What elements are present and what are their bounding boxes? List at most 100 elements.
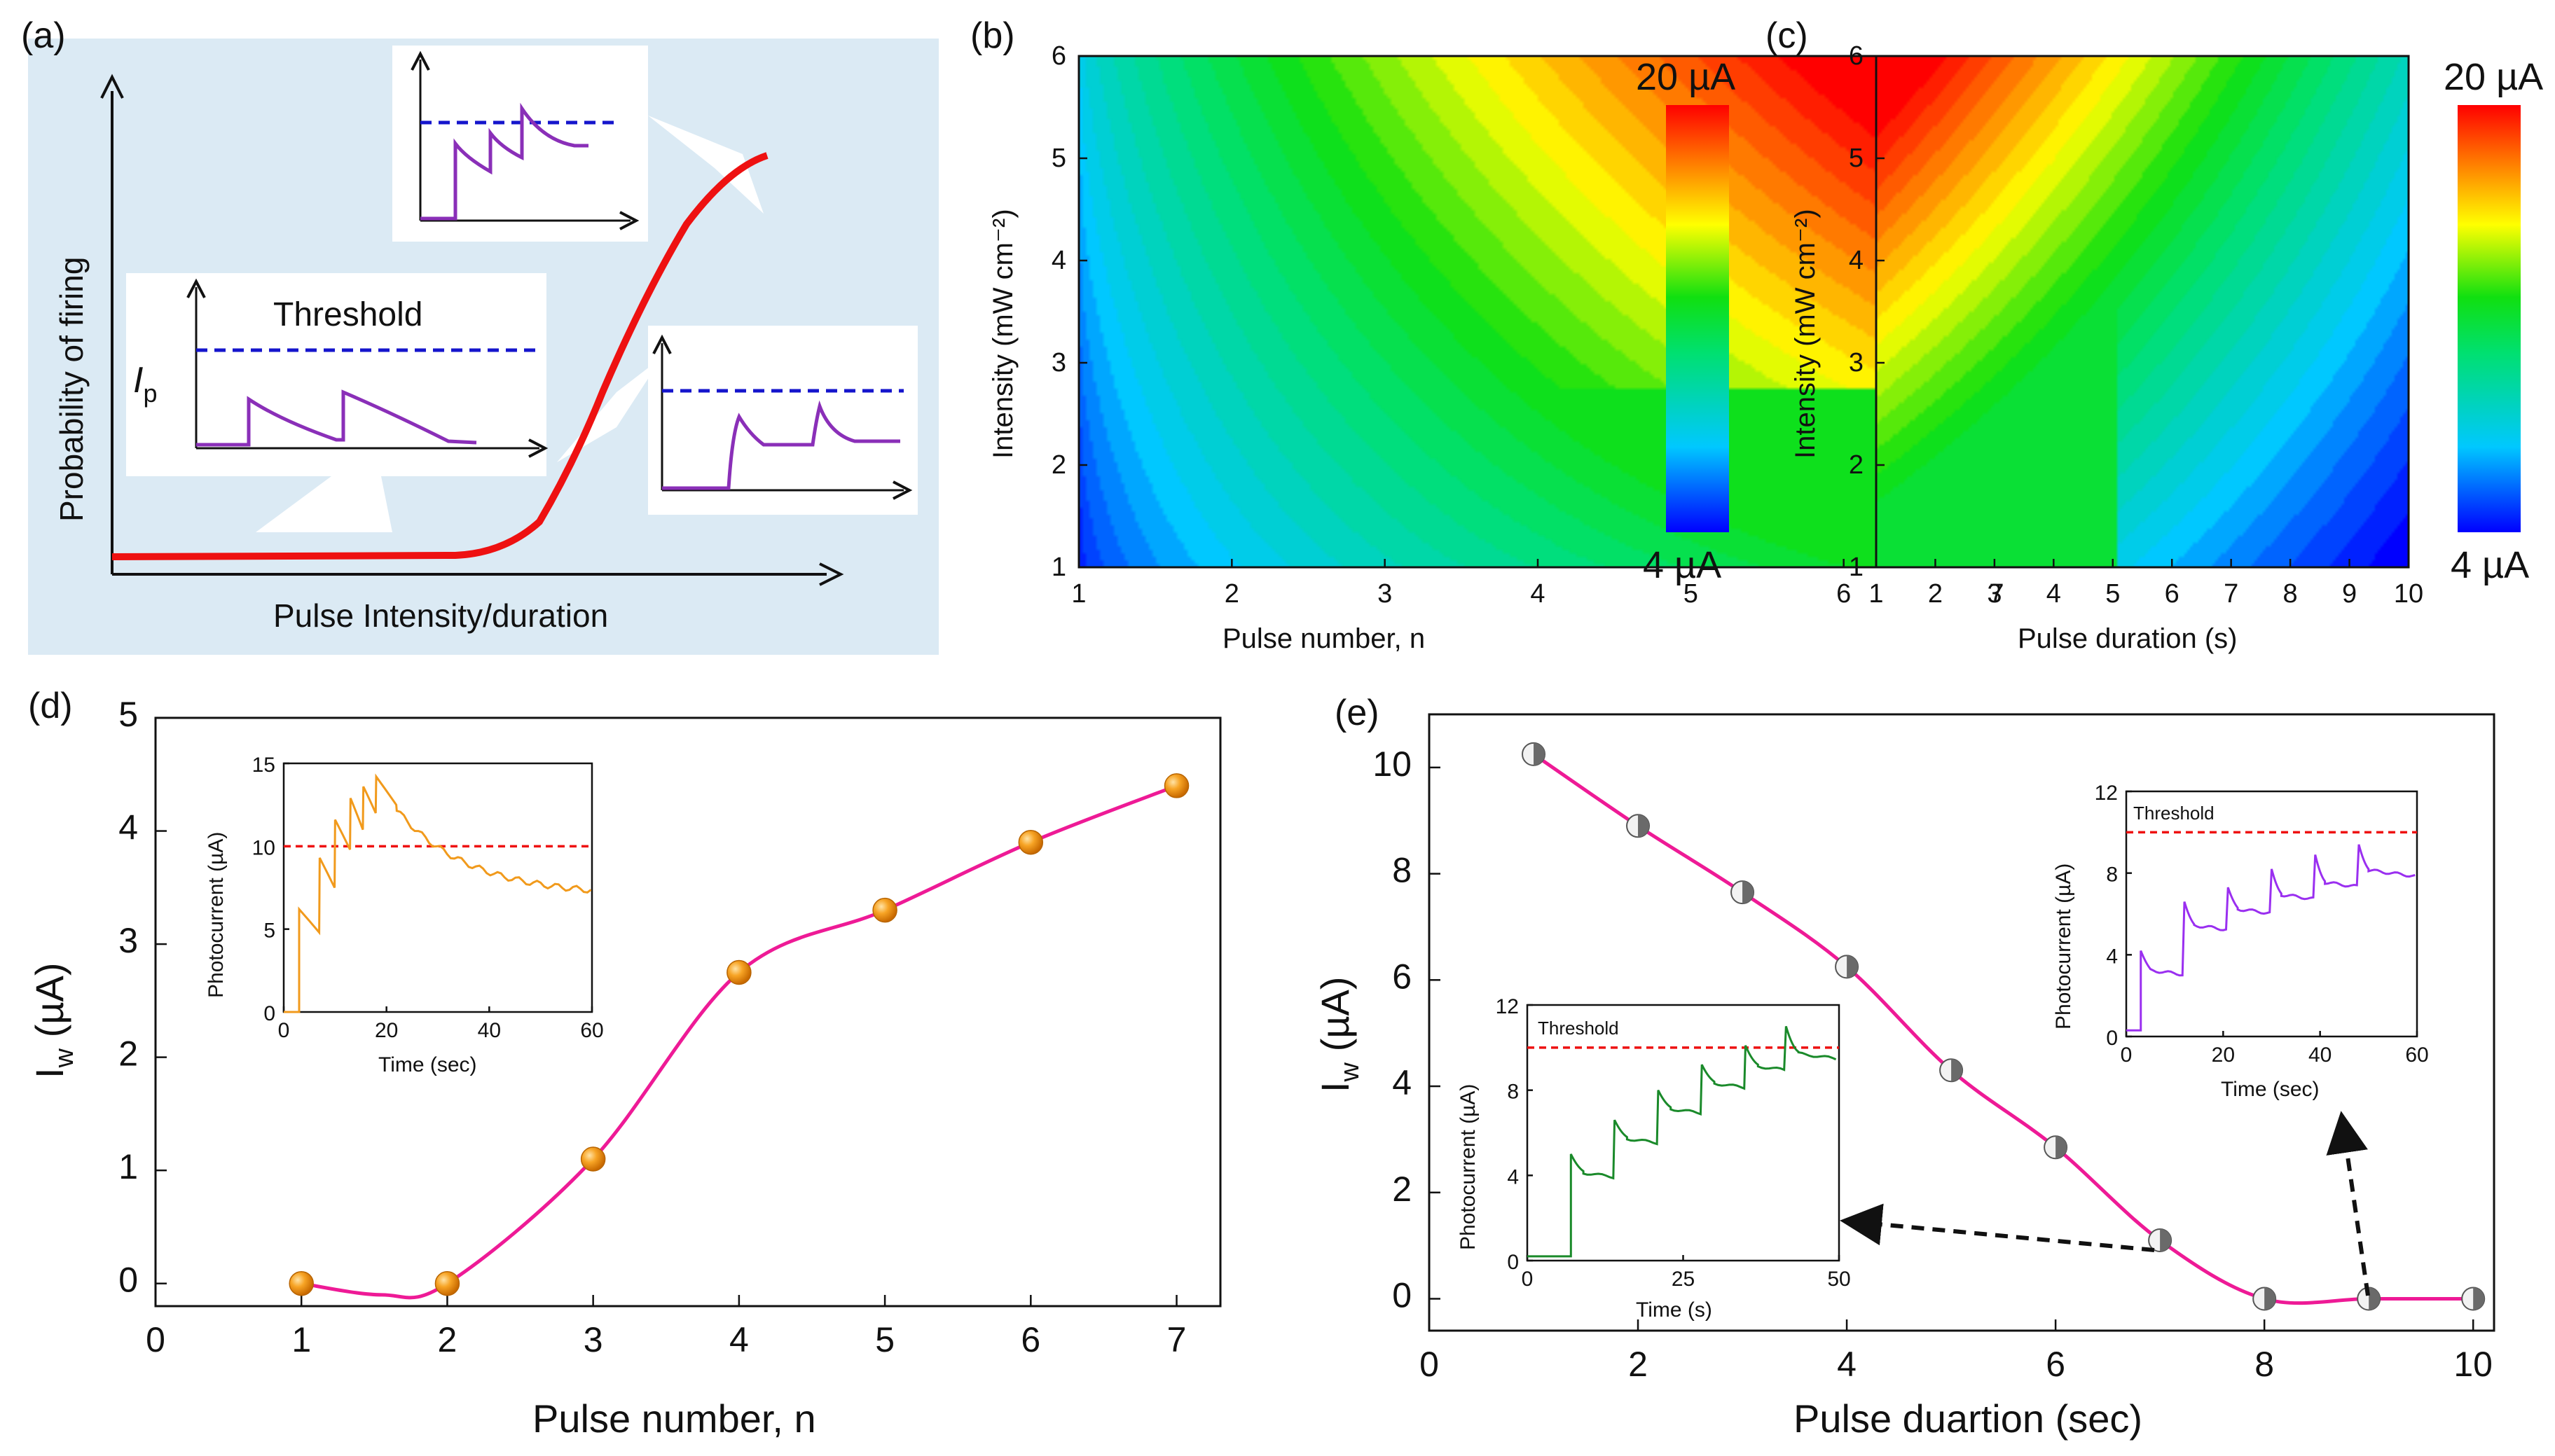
panel-c-xtick-label: 2 [1928, 579, 1943, 609]
panel-e-ytick-label: 6 [1392, 957, 1412, 996]
panel-e-inset-right-ytick-label: 4 [2106, 945, 2118, 968]
panel-c-x-label: Pulse duration (s) [2018, 623, 2237, 654]
panel-b-ytick-label: 6 [1052, 41, 1066, 71]
panel-e-inset-right-xtick-label: 20 [2212, 1044, 2235, 1067]
panel-e-inset-left-xtick-label: 0 [1522, 1268, 1534, 1291]
panel-a-y-arrow-icon [100, 74, 124, 99]
panel-e-ytick-label: 2 [1392, 1170, 1412, 1209]
panel-c-xtick-label: 5 [2105, 579, 2120, 609]
panel-e-data-point [1522, 742, 1546, 766]
panel-e-inset-right-xtick-label: 0 [2121, 1044, 2133, 1067]
dashed-arrow-up [2326, 1111, 2370, 1296]
panel-e-inset-right-y-label: Photocurrent (µA) [2052, 864, 2075, 1029]
panel-e-data-point [1835, 955, 1859, 979]
inset-firing-right [648, 326, 918, 515]
panel-e-inset-left-ytick-label: 0 [1507, 1251, 1519, 1274]
panel-e-ytick-label: 4 [1392, 1063, 1412, 1102]
panel-d-ytick-label: 0 [118, 1261, 138, 1300]
panel-d-x-label: Pulse number, n [532, 1396, 816, 1441]
panel-e-data-point [2044, 1135, 2068, 1160]
callout-wedge-top [648, 116, 764, 214]
panel-e-inset-right-xtick-label: 60 [2405, 1044, 2428, 1067]
panel-c-ytick-label: 6 [1849, 41, 1864, 71]
panel-e-fit-curve [1532, 752, 2474, 1305]
panel-e-inset-right-trace [2126, 844, 2416, 1032]
panel-d-data-point [726, 959, 752, 985]
panel-e-inset-right-frame [2125, 790, 2418, 1038]
colorbar-b-min: 4 µA [1643, 544, 1721, 586]
heatmap-b-image [1079, 56, 1997, 567]
panel-d-inset-ytick-label: 15 [252, 754, 275, 777]
panel-d-inset-xtick-label: 20 [375, 1019, 398, 1042]
panel-b-xtick-label: 5 [1683, 579, 1698, 609]
panel-e-inset-right-label: Threshold [2133, 803, 2215, 824]
panel-d-inset-ytick-label: 10 [252, 836, 275, 859]
panel-e-inset-left-label: Threshold [1538, 1018, 1619, 1039]
panel-e-xtick-label: 8 [2254, 1345, 2274, 1384]
panel-d-xtick-label: 7 [1167, 1320, 1187, 1359]
panel-b-xtick-label: 7 [1989, 579, 2004, 609]
panel-e-inset-left-xtick-label: 50 [1827, 1268, 1850, 1291]
panel-e-ytick-label: 10 [1372, 744, 1412, 784]
panel-d-label: (d) [28, 686, 73, 726]
panel-e-data-point [2461, 1287, 2486, 1311]
panel-d-inset-x-label: Time (sec) [378, 1053, 477, 1076]
panel-e-data-point [1939, 1058, 1964, 1083]
panel-d-frame [154, 716, 1222, 1308]
panel-d-inset: 0 20 40 60 0 5 10 15 Time (sec) Photocurrent (µ… [205, 754, 604, 1076]
panel-e-inset-left: 0 25 50 0 4 8 12 Threshold Time (s) Photocurre… [1456, 995, 1851, 1322]
panel-e-data-point [1730, 880, 1755, 905]
panel-e-xtick-label: 0 [1419, 1345, 1439, 1384]
panel-c-ytick-label: 5 [1849, 144, 1864, 173]
panel-c-xtick-label: 6 [2165, 579, 2179, 609]
panel-b-xtick-label: 4 [1530, 579, 1545, 609]
panel-d-xtick-label: 6 [1021, 1320, 1040, 1359]
panel-b-ytick-label: 5 [1052, 144, 1066, 173]
panel-d-ytick-label: 5 [118, 695, 138, 734]
panel-d: (d) 0 1 2 3 4 5 6 7 0 1 2 3 4 5 Pulse number, n Iw (µ… [27, 686, 1222, 1441]
panel-e-inset-left-ytick-label: 8 [1507, 1081, 1519, 1104]
panel-d-xtick-label: 2 [438, 1320, 457, 1359]
panel-d-ytick-label: 1 [118, 1147, 138, 1186]
inset-subthreshold: Threshold Ip [126, 273, 549, 476]
panel-d-ytick-label: 4 [118, 808, 138, 847]
panel-c-ytick-label: 1 [1849, 553, 1864, 582]
panel-d-xtick-label: 0 [146, 1320, 165, 1359]
panel-b: (b) 1 2 3 4 5 6 7 1 2 3 4 5 6 Pulse number, n Intens… [970, 15, 2004, 654]
inset-firing-top [392, 46, 648, 242]
panel-b-ytick-label: 2 [1052, 450, 1066, 480]
panel-c-xtick-label: 7 [2224, 579, 2238, 609]
panel-d-data-point [580, 1146, 606, 1172]
colorbar-b [1666, 105, 1729, 532]
panel-b-ytick-label: 1 [1052, 553, 1066, 582]
panel-b-xtick-label: 1 [1071, 579, 1086, 609]
panel-d-xtick-label: 1 [291, 1320, 311, 1359]
panel-d-inset-xtick-label: 0 [278, 1019, 290, 1042]
sigmoid-curve [111, 152, 769, 560]
panel-b-ytick-label: 3 [1052, 348, 1066, 377]
panel-d-xtick-label: 5 [875, 1320, 895, 1359]
panel-d-data-point [434, 1270, 460, 1296]
panel-e-inset-right-ytick-label: 8 [2106, 864, 2118, 887]
panel-c-xtick-label: 9 [2342, 579, 2357, 609]
panel-e-label: (e) [1335, 693, 1379, 733]
panel-b-xtick-label: 2 [1225, 579, 1239, 609]
panel-d-inset-trace [284, 773, 592, 1013]
panel-d-inset-xtick-label: 60 [580, 1019, 603, 1042]
panel-c-xtick-label: 8 [2283, 579, 2298, 609]
panel-a-x-arrow-icon [819, 562, 844, 586]
panel-b-label: (b) [970, 15, 1015, 56]
panel-e-inset-right-xtick-label: 40 [2308, 1044, 2332, 1067]
panel-d-inset-ytick-label: 5 [263, 920, 275, 943]
colorbar-b-max: 20 µA [1636, 56, 1735, 98]
panel-e-xtick-label: 6 [2046, 1345, 2065, 1384]
heatmap-c-frame [1875, 55, 2410, 569]
panel-d-inset-xtick-label: 40 [478, 1019, 501, 1042]
panel-e-inset-left-ytick-label: 4 [1507, 1165, 1519, 1188]
panel-e-inset-right: 0 20 40 60 0 4 8 12 Threshold Time (sec) Photoc… [2052, 782, 2429, 1101]
panel-b-xtick-label: 6 [1836, 579, 1851, 609]
panel-d-inset-ytick-label: 0 [263, 1002, 275, 1025]
panel-d-data-point [872, 897, 897, 923]
panel-b-x-label: Pulse number, n [1223, 623, 1425, 654]
